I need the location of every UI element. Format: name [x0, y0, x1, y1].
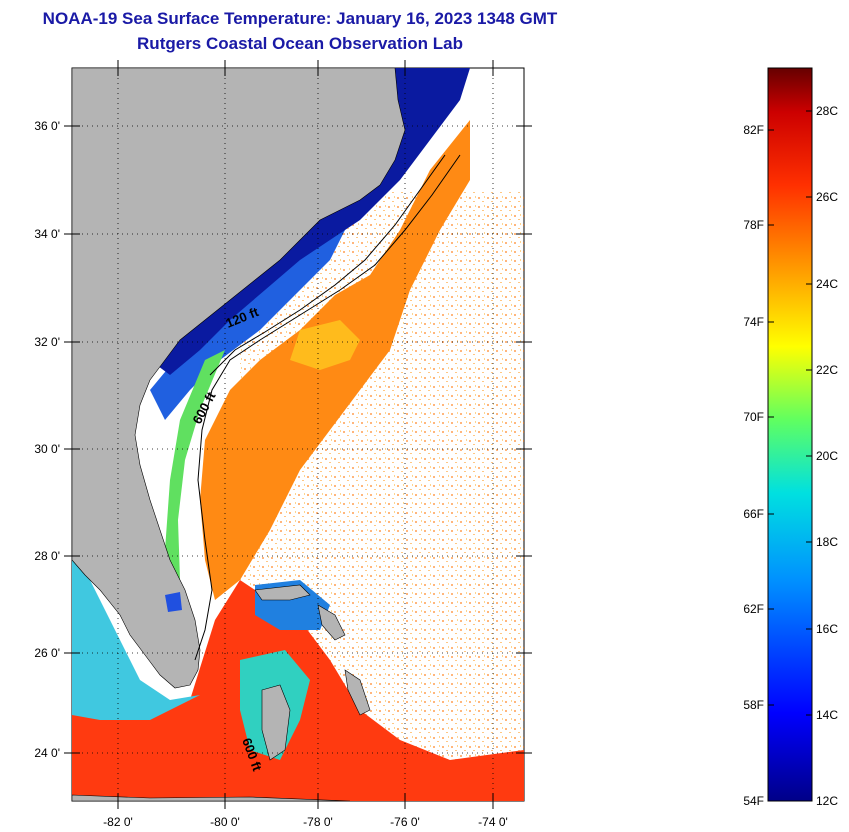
lat-label-36: 36 0'	[34, 119, 60, 133]
florida-west-shelf	[72, 560, 200, 720]
lat-label-32: 32 0'	[34, 335, 60, 349]
colorbar-c-18: 18C	[816, 535, 838, 549]
eleuthera-land	[344, 669, 371, 716]
lat-label-26: 26 0'	[34, 646, 60, 660]
cuba-land	[72, 794, 351, 801]
colorbar-c-26: 26C	[816, 190, 838, 204]
lat-label-28: 28 0'	[34, 549, 60, 563]
lat-label-34: 34 0'	[34, 227, 60, 241]
lon-label-82: -82 0'	[103, 815, 133, 829]
colorbar-c-14: 14C	[816, 708, 838, 722]
great-abaco-land	[317, 604, 346, 641]
lon-label-74: -74 0'	[478, 815, 508, 829]
colorbar-f-70: 70F	[743, 410, 764, 424]
colorbar-c-16: 16C	[816, 622, 838, 636]
lake-okeechobee	[165, 592, 182, 612]
lon-label-78: -78 0'	[303, 815, 333, 829]
isobath-600ft-line	[194, 154, 461, 661]
colorbar-f-82: 82F	[743, 123, 764, 137]
grand-bahama-land	[254, 584, 311, 601]
colorbar-f-66: 66F	[743, 507, 764, 521]
andros-island-land	[261, 684, 291, 761]
isobath-120ft-line	[209, 154, 446, 376]
colorbar-f-62: 62F	[743, 602, 764, 616]
sst-map: 120 ft 600 ft 600 ft 36 0' 34 0' 32 0' 3…	[34, 60, 532, 829]
colorbar-c-24: 24C	[816, 277, 838, 291]
lon-label-76: -76 0'	[390, 815, 420, 829]
temperature-colorbar: 82F 78F 74F 70F 66F 62F 58F 54F 28C 26C …	[743, 67, 838, 808]
lat-label-30: 30 0'	[34, 442, 60, 456]
shelf-gradient	[150, 210, 350, 420]
shelf-green-water	[160, 350, 225, 640]
colorbar-c-22: 22C	[816, 363, 838, 377]
colorbar-f-54: 54F	[743, 794, 764, 808]
gulf-stream-yellow-filament	[290, 320, 360, 370]
colorbar-f-58: 58F	[743, 698, 764, 712]
map-subtitle: Rutgers Coastal Ocean Observation Lab	[137, 34, 463, 53]
colorbar-f-78: 78F	[743, 218, 764, 232]
colorbar-c-12: 12C	[816, 794, 838, 808]
colorbar-c-28: 28C	[816, 104, 838, 118]
colorbar-f-74: 74F	[743, 315, 764, 329]
us-east-coast-land	[72, 68, 406, 689]
lat-label-24: 24 0'	[34, 746, 60, 760]
colorbar-gradient	[767, 67, 813, 802]
map-title: NOAA-19 Sea Surface Temperature: January…	[42, 9, 558, 28]
lon-label-80: -80 0'	[210, 815, 240, 829]
colorbar-c-20: 20C	[816, 449, 838, 463]
